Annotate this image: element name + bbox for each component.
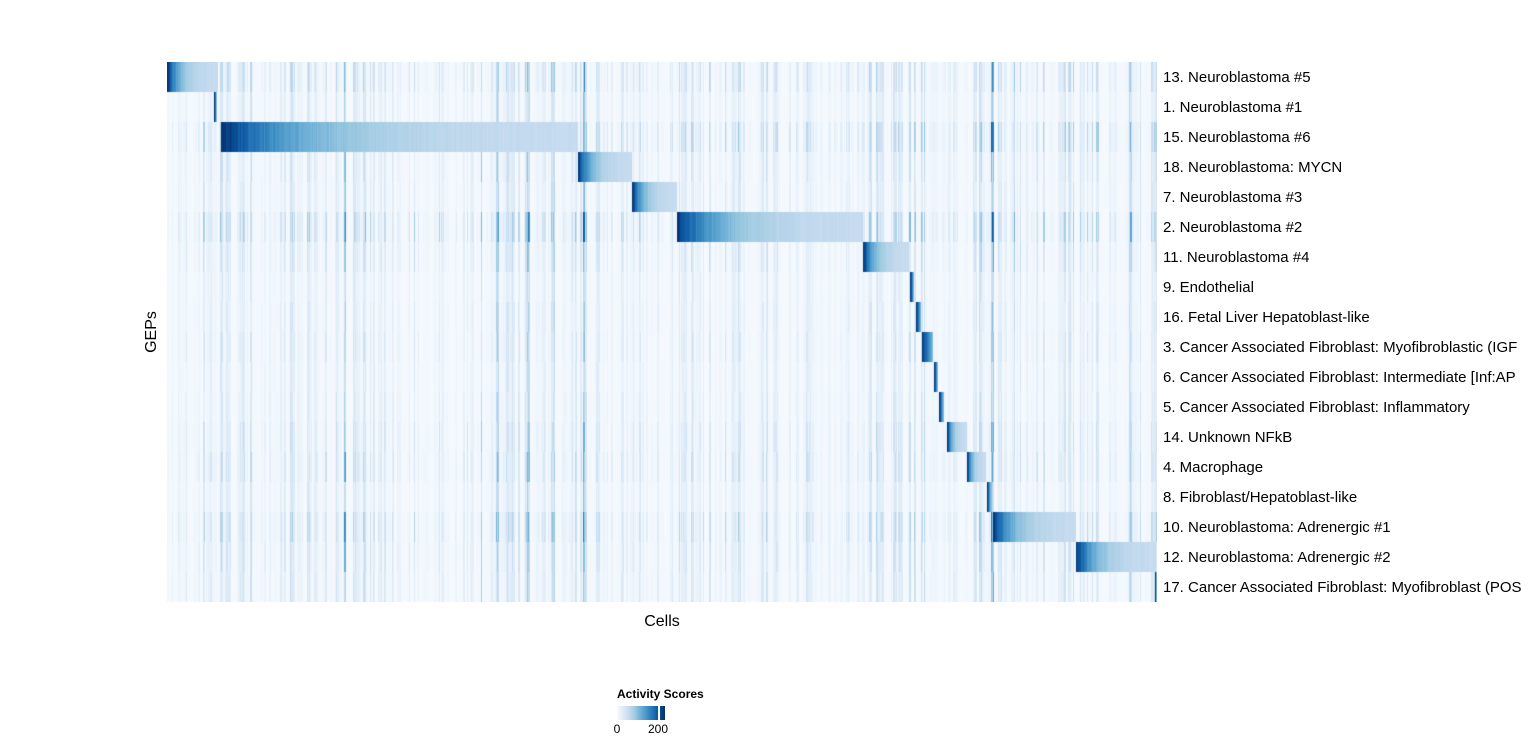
row-label: 4. Macrophage [1163,458,1264,476]
row-labels: 13. Neuroblastoma #5 1. Neuroblastoma #1… [1163,62,1522,602]
row-label: 15. Neuroblastoma #6 [1163,128,1311,146]
legend-tick-labels: 0 200 [613,722,668,737]
row-label: 17. Cancer Associated Fibroblast: Myofib… [1163,578,1522,596]
legend-tick-mark [657,706,660,720]
row-label: 10. Neuroblastoma: Adrenergic #1 [1163,518,1391,536]
legend-title: Activity Scores [617,687,704,701]
row-label: 6. Cancer Associated Fibroblast: Interme… [1163,368,1516,386]
legend: Activity Scores 0 200 [613,687,704,737]
row-label: 16. Fetal Liver Hepatoblast-like [1163,308,1370,326]
y-axis-label: GEPs [143,311,160,353]
heatmap-plot [167,62,1157,602]
row-label: 12. Neuroblastoma: Adrenergic #2 [1163,548,1391,566]
legend-tick-label: 200 [647,722,668,736]
row-label: 13. Neuroblastoma #5 [1163,68,1311,86]
row-label: 2. Neuroblastoma #2 [1163,218,1303,236]
legend-gradient-bar [617,706,665,720]
row-label: 11. Neuroblastoma #4 [1163,248,1310,266]
row-label: 14. Unknown NFkB [1163,428,1293,446]
row-label: 9. Endothelial [1163,278,1254,296]
row-label: 5. Cancer Associated Fibroblast: Inflamm… [1163,398,1470,416]
row-label: 7. Neuroblastoma #3 [1163,188,1303,206]
row-label: 3. Cancer Associated Fibroblast: Myofibr… [1163,338,1518,356]
row-label: 18. Neuroblastoma: MYCN [1163,158,1343,176]
x-axis-label: Cells [644,613,680,630]
row-label: 1. Neuroblastoma #1 [1163,98,1303,116]
legend-min-label: 0 [613,722,621,736]
row-label: 8. Fibroblast/Hepatoblast-like [1163,488,1358,506]
